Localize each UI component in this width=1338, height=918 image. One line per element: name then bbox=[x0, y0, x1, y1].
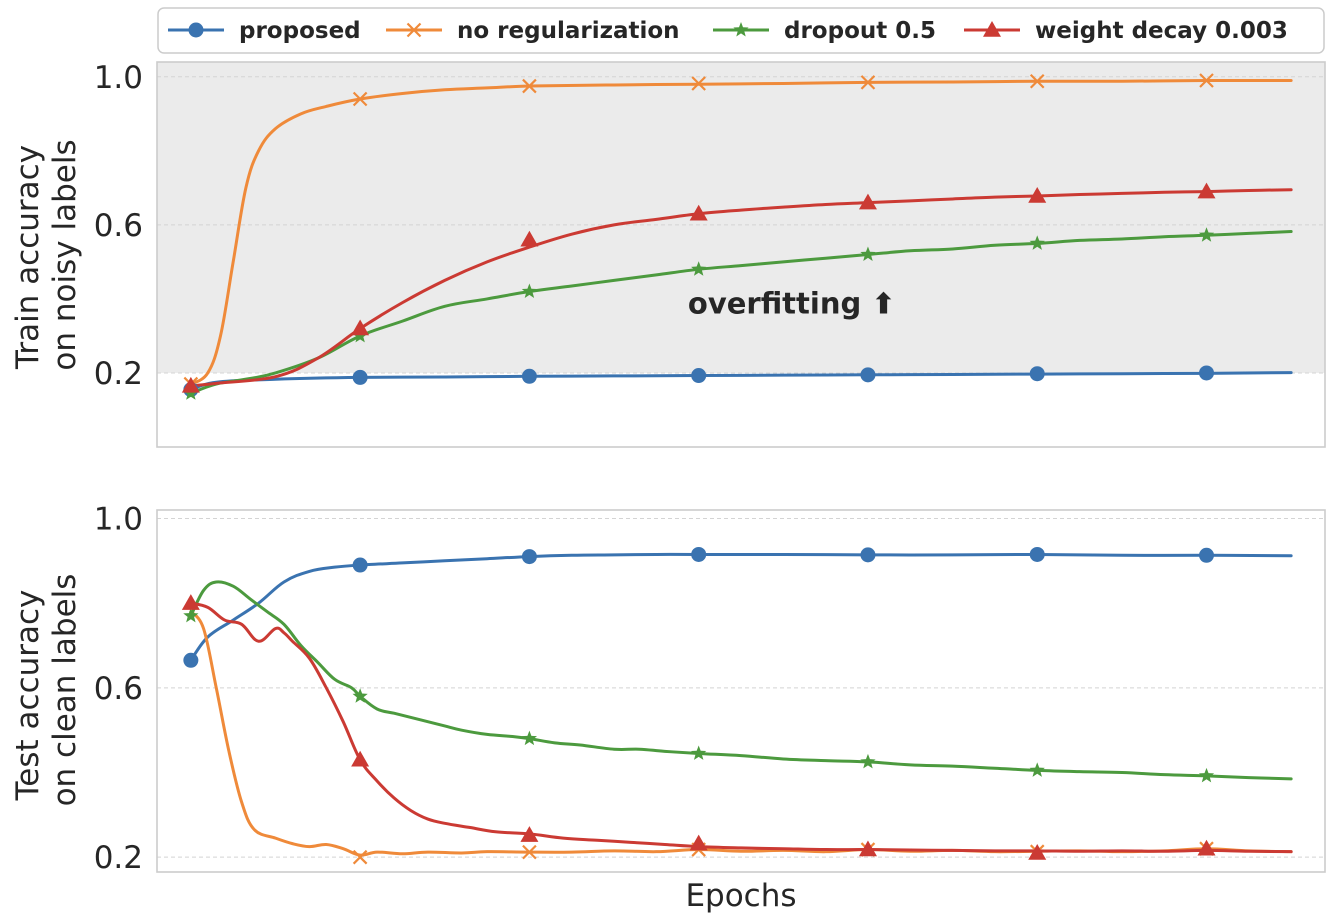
series-line-weight-decay-0-003 bbox=[189, 601, 1293, 854]
series-line-no-regularization bbox=[189, 78, 1293, 386]
data-point-proposed bbox=[352, 369, 368, 385]
data-point-dropout-0-5 bbox=[691, 261, 707, 276]
overfitting-annotation: overfitting ⬆ bbox=[688, 287, 896, 321]
legend-marker-no-regularization bbox=[406, 22, 422, 38]
top-ylabel-line1: Train accuracy bbox=[10, 145, 46, 370]
data-point-proposed bbox=[183, 652, 199, 668]
data-point-no-regularization bbox=[522, 78, 537, 94]
data-point-no-regularization bbox=[691, 76, 706, 91]
y-tick-label: 0.2 bbox=[94, 840, 143, 876]
data-point-dropout-0-5 bbox=[1029, 235, 1045, 250]
legend-items: proposed no regularization dropout 0.5 weig… bbox=[168, 18, 1288, 44]
data-point-no-regularization bbox=[352, 91, 368, 107]
bottom-grid bbox=[157, 517, 1325, 858]
data-point-no-regularization bbox=[860, 75, 876, 90]
data-point-weight-decay-0-003 bbox=[1197, 839, 1216, 856]
data-point-proposed bbox=[860, 367, 876, 383]
data-point-weight-decay-0-003 bbox=[351, 750, 370, 767]
data-point-dropout-0-5 bbox=[521, 283, 538, 298]
top-axes-frame bbox=[156, 61, 1326, 448]
data-point-weight-decay-0-003 bbox=[1028, 187, 1047, 203]
data-point-dropout-0-5 bbox=[1198, 767, 1215, 783]
bottom-panel: 0.20.61.0 Test accuracy on clean labels … bbox=[10, 501, 1326, 914]
series-line-proposed bbox=[189, 371, 1293, 392]
data-point-weight-decay-0-003 bbox=[1028, 843, 1047, 860]
data-point-proposed bbox=[691, 368, 707, 384]
data-point-dropout-0-5 bbox=[352, 688, 368, 703]
data-point-weight-decay-0-003 bbox=[351, 319, 370, 336]
data-point-proposed bbox=[521, 549, 537, 565]
data-point-dropout-0-5 bbox=[521, 730, 538, 746]
data-point-dropout-0-5 bbox=[183, 607, 199, 623]
data-point-proposed bbox=[1029, 546, 1045, 562]
series-line-weight-decay-0-003 bbox=[189, 188, 1293, 388]
data-point-weight-decay-0-003 bbox=[689, 834, 708, 851]
legend-marker-dropout-0-5 bbox=[733, 22, 749, 37]
legend-label-no-regularization: no regularization bbox=[457, 18, 680, 44]
top-series bbox=[181, 73, 1293, 400]
legend-label-weight-decay-0-003: weight decay 0.003 bbox=[1035, 18, 1288, 44]
data-point-proposed bbox=[1029, 366, 1045, 382]
top-y-ticks: 0.2 0.6 1.0 bbox=[94, 60, 143, 392]
bottom-axes-frame bbox=[156, 509, 1326, 873]
data-point-no-regularization bbox=[522, 844, 537, 860]
legend-marker-weight-decay-0-003 bbox=[983, 21, 1001, 37]
series-line-dropout-0-5 bbox=[189, 230, 1293, 395]
top-ylabel-line2: on noisy labels bbox=[47, 139, 83, 370]
data-point-proposed bbox=[1199, 547, 1215, 563]
legend-label-proposed: proposed bbox=[239, 18, 361, 44]
data-point-weight-decay-0-003 bbox=[181, 376, 200, 393]
data-point-weight-decay-0-003 bbox=[181, 594, 200, 610]
data-point-proposed bbox=[860, 547, 876, 563]
data-point-no-regularization bbox=[352, 849, 368, 865]
y-tick-label: 0.6 bbox=[94, 671, 143, 707]
data-point-proposed bbox=[1199, 365, 1215, 381]
data-point-proposed bbox=[691, 546, 707, 562]
data-point-weight-decay-0-003 bbox=[520, 230, 539, 247]
x-axis-label: Epochs bbox=[685, 878, 796, 914]
data-point-no-regularization bbox=[1199, 73, 1214, 88]
data-point-dropout-0-5 bbox=[1029, 762, 1045, 777]
data-point-proposed bbox=[352, 557, 368, 573]
series-line-no-regularization bbox=[189, 610, 1293, 857]
y-tick-label: 1.0 bbox=[94, 60, 143, 96]
data-point-weight-decay-0-003 bbox=[858, 840, 877, 857]
data-point-weight-decay-0-003 bbox=[858, 193, 877, 210]
data-point-weight-decay-0-003 bbox=[1197, 182, 1216, 199]
y-tick-label: 0.2 bbox=[94, 356, 143, 392]
data-point-weight-decay-0-003 bbox=[689, 204, 708, 221]
series-line-proposed bbox=[189, 552, 1293, 662]
legend: proposed no regularization dropout 0.5 weig… bbox=[157, 7, 1325, 54]
bottom-ylabel-line1: Test accuracy bbox=[10, 590, 46, 802]
data-point-no-regularization bbox=[1029, 73, 1045, 89]
overfitting-region bbox=[157, 62, 1325, 373]
bottom-y-ticks: 0.2 0.6 1.0 bbox=[94, 501, 143, 876]
data-point-dropout-0-5 bbox=[691, 745, 707, 760]
data-point-proposed bbox=[521, 368, 537, 384]
legend-label-dropout-0-5: dropout 0.5 bbox=[784, 18, 936, 44]
data-point-dropout-0-5 bbox=[1198, 227, 1215, 242]
bottom-series bbox=[181, 546, 1293, 865]
top-panel: 0.2 0.6 1.0 Train accuracy on noisy labels… bbox=[10, 60, 1326, 448]
legend-marker-proposed bbox=[188, 22, 204, 38]
data-point-weight-decay-0-003 bbox=[520, 826, 539, 842]
y-tick-label: 1.0 bbox=[94, 501, 143, 537]
data-point-dropout-0-5 bbox=[860, 246, 876, 261]
bottom-ylabel-line2: on clean labels bbox=[47, 574, 83, 807]
y-tick-label: 0.6 bbox=[94, 208, 143, 244]
data-point-dropout-0-5 bbox=[860, 753, 876, 769]
